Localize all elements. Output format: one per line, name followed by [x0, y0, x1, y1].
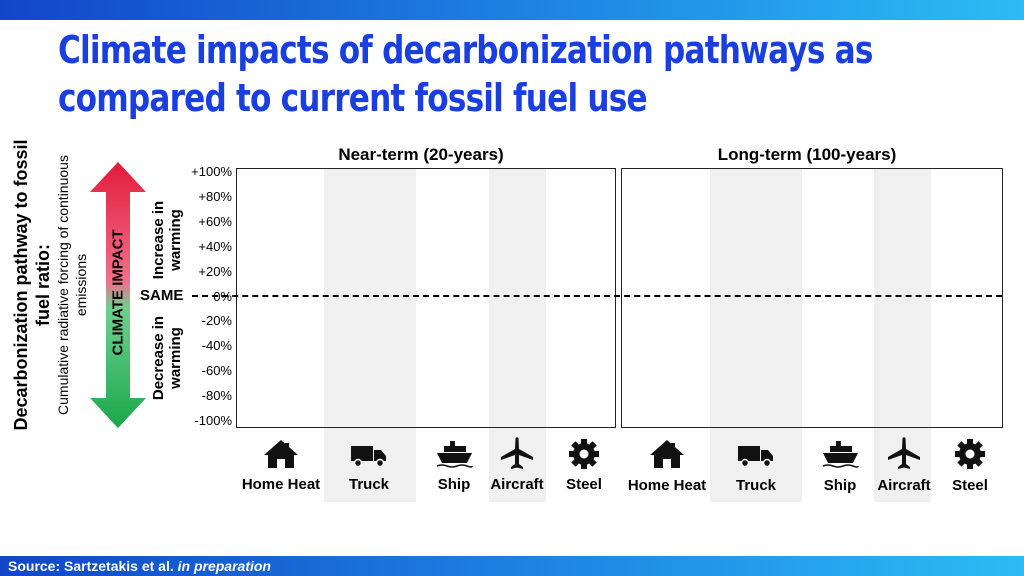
climate-impact-label: CLIMATE IMPACT: [109, 229, 127, 356]
y-tick-label: +80%: [198, 188, 232, 204]
y-tick-label: -20%: [201, 313, 232, 329]
panel-long-term: [621, 168, 1003, 428]
category-label: Aircraft: [490, 476, 544, 493]
category-label: Home Heat: [241, 476, 321, 493]
source-note: Source: Sartzetakis et al. in preparatio…: [8, 558, 271, 574]
category-label: Steel: [566, 476, 602, 493]
category-label: Truck: [348, 476, 390, 493]
bottom-banner: [0, 556, 1024, 576]
category-label: Aircraft: [877, 477, 931, 494]
climate-impact-arrow: [90, 162, 146, 428]
house-icon: [647, 437, 687, 471]
y-axis-title: Decarbonization pathway to fossil fuel r…: [10, 125, 90, 445]
y-tick-label: -80%: [201, 388, 232, 404]
category-label: Ship: [437, 476, 471, 493]
y-tick-label: -60%: [201, 363, 232, 379]
panel-title-long-term: Long-term (100-years): [717, 145, 897, 164]
title-line-2: compared to current fossil fuel use: [58, 76, 648, 120]
category-label: Truck: [735, 477, 777, 494]
same-label: SAME: [140, 287, 184, 304]
gear-icon: [564, 437, 604, 471]
panel-near-term: [236, 168, 616, 428]
page-title: Climate impacts of decarbonization pathw…: [58, 26, 873, 122]
category-label: Home Heat: [627, 477, 707, 494]
gear-icon: [950, 437, 990, 471]
source-italic: in preparation: [177, 558, 271, 574]
title-line-1: Climate impacts of decarbonization pathw…: [58, 28, 873, 72]
category-label: Ship: [823, 477, 857, 494]
y-axis-main-label: Decarbonization pathway to fossil fuel r…: [11, 139, 53, 431]
y-tick-label: +20%: [198, 263, 232, 279]
top-banner: [0, 0, 1024, 20]
truck-icon: [349, 437, 389, 471]
y-tick-label: +60%: [198, 213, 232, 229]
house-icon: [261, 437, 301, 471]
y-tick-label: +40%: [198, 238, 232, 254]
panel-title-near-term: Near-term (20-years): [338, 145, 504, 164]
source-prefix: Source: Sartzetakis et al.: [8, 558, 174, 574]
y-tick-label: -40%: [201, 338, 232, 354]
y-axis-sub-label: Cumulative radiative forcing of continuo…: [55, 155, 89, 415]
ship-icon: [820, 437, 860, 471]
y-tick-label: -100%: [194, 413, 232, 428]
zero-reference-line: [192, 295, 1002, 297]
airplane-icon: [884, 437, 924, 471]
ship-icon: [434, 437, 474, 471]
y-tick-label: +100%: [191, 164, 232, 179]
airplane-icon: [497, 437, 537, 471]
category-label: Steel: [952, 477, 988, 494]
truck-icon: [736, 437, 776, 471]
